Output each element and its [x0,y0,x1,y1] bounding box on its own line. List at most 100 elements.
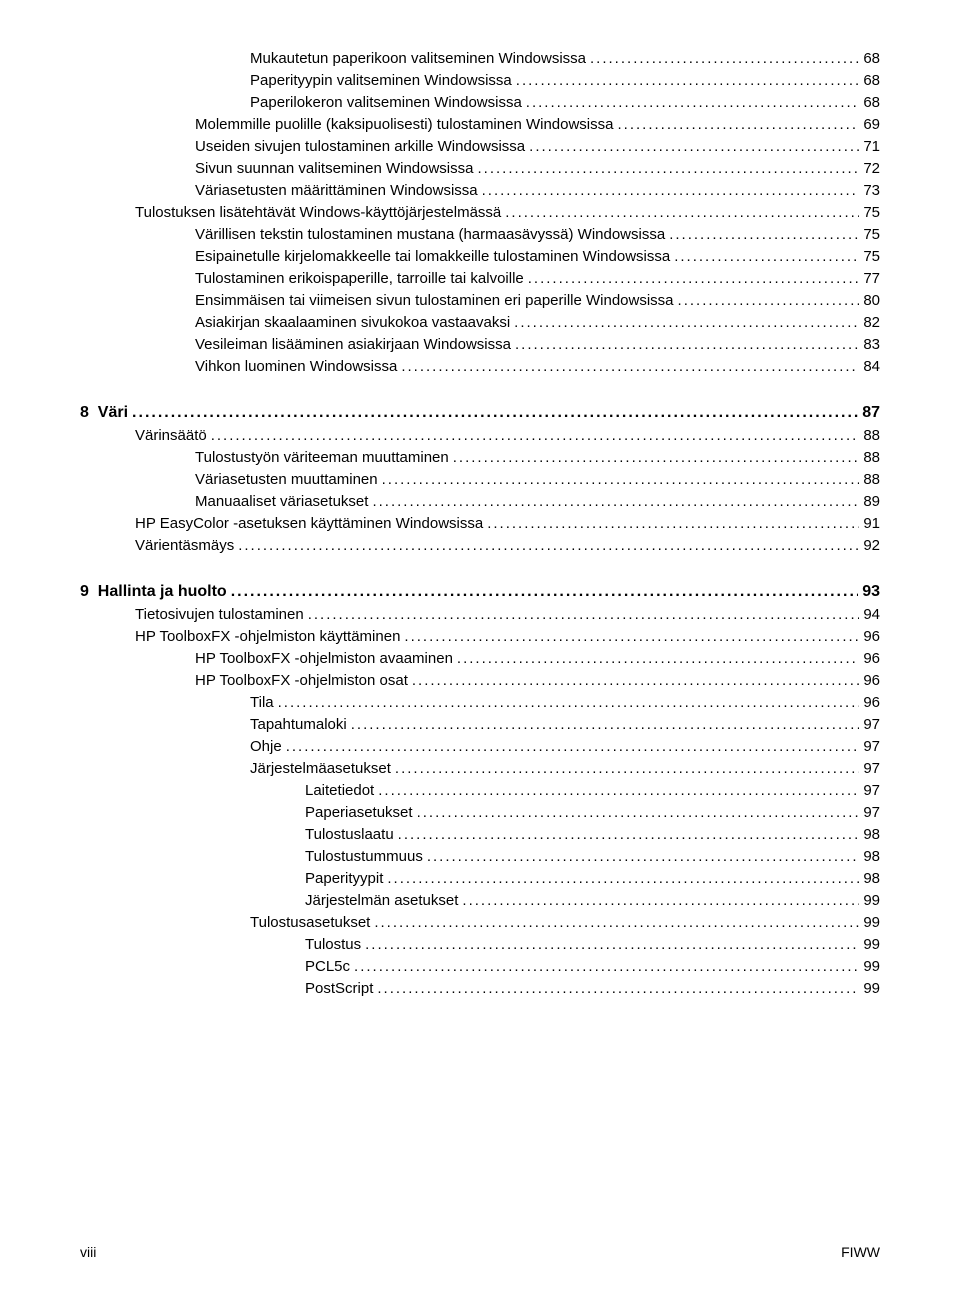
toc-entry[interactable]: Tulostus99 [80,936,880,953]
toc-entry-label: PostScript [305,980,373,997]
chapter-page: 93 [862,583,880,601]
toc-entry-page: 80 [863,292,880,309]
toc-entry[interactable]: Paperityypin valitseminen Windowsissa68 [80,72,880,89]
toc-leader-dots [669,226,859,243]
toc-entry-label: Paperityypin valitseminen Windowsissa [250,72,512,89]
toc-leader-dots [417,804,860,821]
toc-entry[interactable]: HP ToolboxFX -ohjelmiston osat96 [80,672,880,689]
toc-leader-dots [398,826,860,843]
toc-leader-dots [132,404,858,422]
toc-entry-page: 92 [863,537,880,554]
toc-entry[interactable]: Esipainetulle kirjelomakkeelle tai lomak… [80,248,880,265]
toc-leader-dots [529,138,859,155]
toc-entry[interactable]: Useiden sivujen tulostaminen arkille Win… [80,138,880,155]
toc-entry[interactable]: Manuaaliset väriasetukset89 [80,493,880,510]
toc-entry-page: 97 [863,738,880,755]
toc-entry-label: Vihkon luominen Windowsissa [195,358,397,375]
toc-entry-page: 97 [863,782,880,799]
toc-entry[interactable]: Järjestelmäasetukset97 [80,760,880,777]
toc-entry[interactable]: Väriasetusten muuttaminen88 [80,471,880,488]
chapter-page: 87 [862,404,880,422]
toc-leader-dots [457,650,859,667]
toc-entry-label: HP ToolboxFX -ohjelmiston osat [195,672,408,689]
toc-entry-label: Tulostustyön väriteeman muuttaminen [195,449,449,466]
footer-right-label: FIWW [841,1244,880,1260]
toc-leader-dots [678,292,860,309]
toc-entry[interactable]: HP ToolboxFX -ohjelmiston käyttäminen96 [80,628,880,645]
toc-entry[interactable]: Ohje 97 [80,738,880,755]
toc-entry-page: 98 [863,848,880,865]
toc-entry-label: Tulostustummuus [305,848,423,865]
toc-entry[interactable]: Tulostaminen erikoispaperille, tarroille… [80,270,880,287]
toc-leader-dots [354,958,859,975]
toc-entry-label: Sivun suunnan valitseminen Windowsissa [195,160,473,177]
toc-entry[interactable]: HP EasyColor -asetuksen käyttäminen Wind… [80,515,880,532]
toc-entry[interactable]: Tulostustyön väriteeman muuttaminen88 [80,449,880,466]
toc-entry-page: 96 [863,650,880,667]
toc-entry[interactable]: Molemmille puolille (kaksipuolisesti) tu… [80,116,880,133]
toc-entry[interactable]: Sivun suunnan valitseminen Windowsissa72 [80,160,880,177]
toc-entry[interactable]: Tulostuslaatu98 [80,826,880,843]
toc-entry[interactable]: Värientäsmäys92 [80,537,880,554]
toc-entry-label: Laitetiedot [305,782,374,799]
toc-leader-dots [351,716,860,733]
toc-entry[interactable]: Vihkon luominen Windowsissa84 [80,358,880,375]
toc-entry-label: Tila [250,694,274,711]
chapter-title: Väri [98,404,128,421]
toc-entry[interactable]: Tulostustummuus 98 [80,848,880,865]
toc-entry-page: 69 [863,116,880,133]
chapter-number: 8 [80,404,89,421]
toc-entry[interactable]: Asiakirjan skaalaaminen sivukokoa vastaa… [80,314,880,331]
toc-entry[interactable]: HP ToolboxFX -ohjelmiston avaaminen96 [80,650,880,667]
toc-entry-label: Väriasetusten muuttaminen [195,471,378,488]
toc-entry-label: Ohje [250,738,282,755]
toc-entry[interactable]: Tila96 [80,694,880,711]
toc-entry[interactable]: Paperiasetukset97 [80,804,880,821]
toc-entry[interactable]: PCL5c99 [80,958,880,975]
toc-entry-page: 91 [863,515,880,532]
toc-entry[interactable]: Tulostuksen lisätehtävät Windows-käyttöj… [80,204,880,221]
toc-entry[interactable]: Ensimmäisen tai viimeisen sivun tulostam… [80,292,880,309]
toc-block: Tietosivujen tulostaminen94 HP ToolboxFX … [80,606,880,997]
toc-entry[interactable]: Paperilokeron valitseminen Windowsissa68 [80,94,880,111]
toc-leader-dots [516,72,860,89]
toc-entry[interactable]: Tulostusasetukset99 [80,914,880,931]
toc-leader-dots [211,427,860,444]
toc-leader-dots [238,537,859,554]
toc-entry-label: Useiden sivujen tulostaminen arkille Win… [195,138,525,155]
toc-entry[interactable]: Vesileiman lisääminen asiakirjaan Window… [80,336,880,353]
toc-entry-label: Paperityypit [305,870,383,887]
toc-entry[interactable]: Väriasetusten määrittäminen Windowsissa 7… [80,182,880,199]
toc-entry[interactable]: PostScript 99 [80,980,880,997]
toc-entry[interactable]: Tietosivujen tulostaminen94 [80,606,880,623]
toc-entry-label: Tulostuksen lisätehtävät Windows-käyttöj… [135,204,501,221]
toc-entry-label: Vesileiman lisääminen asiakirjaan Window… [195,336,511,353]
toc-entry[interactable]: Paperityypit98 [80,870,880,887]
chapter-9-heading[interactable]: 9 Hallinta ja huolto 93 [80,583,880,601]
toc-entry-page: 75 [863,204,880,221]
toc-leader-dots [412,672,859,689]
toc-leader-dots [514,314,859,331]
toc-entry-label: Paperilokeron valitseminen Windowsissa [250,94,522,111]
toc-block: Mukautetun paperikoon valitseminen Windo… [80,50,880,375]
toc-entry[interactable]: Värinsäätö88 [80,427,880,444]
toc-entry[interactable]: Värillisen tekstin tulostaminen mustana … [80,226,880,243]
toc-entry-label: Tietosivujen tulostaminen [135,606,304,623]
toc-entry[interactable]: Järjestelmän asetukset99 [80,892,880,909]
toc-leader-dots [482,182,860,199]
toc-leader-dots [617,116,859,133]
toc-leader-dots [404,628,859,645]
toc-entry-label: Väriasetusten määrittäminen Windowsissa [195,182,478,199]
toc-entry-page: 68 [863,50,880,67]
toc-entry-label: Ensimmäisen tai viimeisen sivun tulostam… [195,292,674,309]
chapter-8-heading[interactable]: 8 Väri 87 [80,404,880,422]
toc-entry-label: Asiakirjan skaalaaminen sivukokoa vastaa… [195,314,510,331]
toc-entry-page: 99 [863,980,880,997]
toc-entry-page: 73 [863,182,880,199]
toc-entry[interactable]: Laitetiedot 97 [80,782,880,799]
toc-leader-dots [528,270,860,287]
toc-leader-dots [365,936,859,953]
toc-entry[interactable]: Mukautetun paperikoon valitseminen Windo… [80,50,880,67]
toc-entry[interactable]: Tapahtumaloki97 [80,716,880,733]
toc-entry-page: 99 [863,958,880,975]
